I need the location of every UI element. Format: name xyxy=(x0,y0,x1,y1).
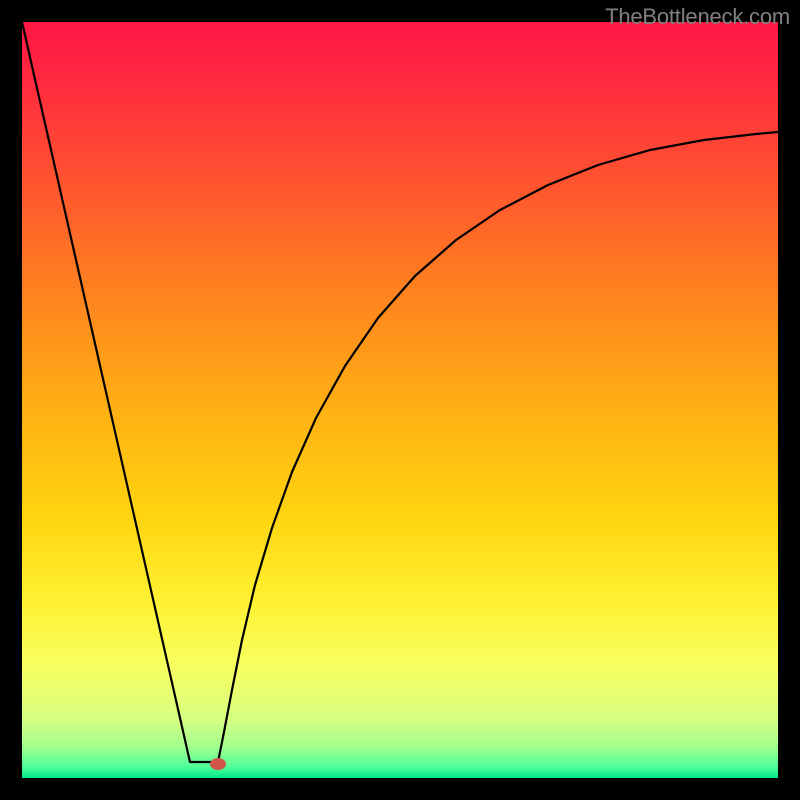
bottleneck-curve-chart xyxy=(0,0,800,800)
watermark-text: TheBottleneck.com xyxy=(605,4,790,30)
chart-container: TheBottleneck.com xyxy=(0,0,800,800)
optimal-point-marker xyxy=(210,758,226,770)
chart-background-gradient xyxy=(22,22,778,778)
